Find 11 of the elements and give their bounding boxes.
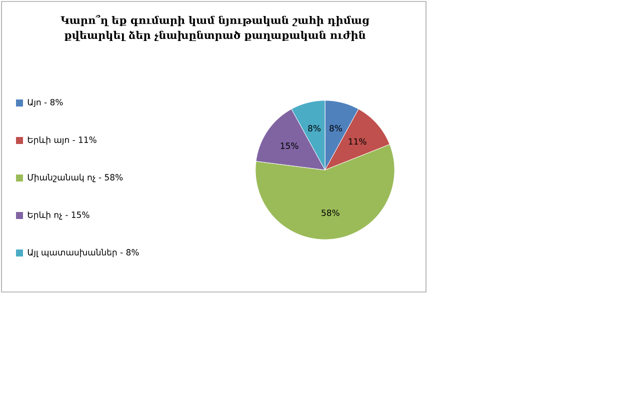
data-label: 8%	[330, 125, 342, 132]
data-label: 15%	[280, 142, 298, 149]
chart-title: Կարո՞ղ եք գումարի կամ նյութական շահի դիմաց քվեարկել ձեր չնախընտրած քաղաքական ուժին	[60, 14, 370, 42]
legend-label: Երևի ոչ - 15%	[28, 211, 90, 220]
data-label: 8%	[308, 125, 321, 132]
legend-label: Երևի այո - 11%	[28, 136, 96, 145]
data-label: 58%	[322, 210, 340, 216]
data-label: 11%	[348, 138, 366, 145]
legend-label: Այլ պատասխաններ - 8%	[28, 248, 139, 258]
legend-label: Միանշանակ ոչ - 58%	[28, 174, 123, 182]
legend-label: Այո - 8%	[28, 98, 63, 108]
